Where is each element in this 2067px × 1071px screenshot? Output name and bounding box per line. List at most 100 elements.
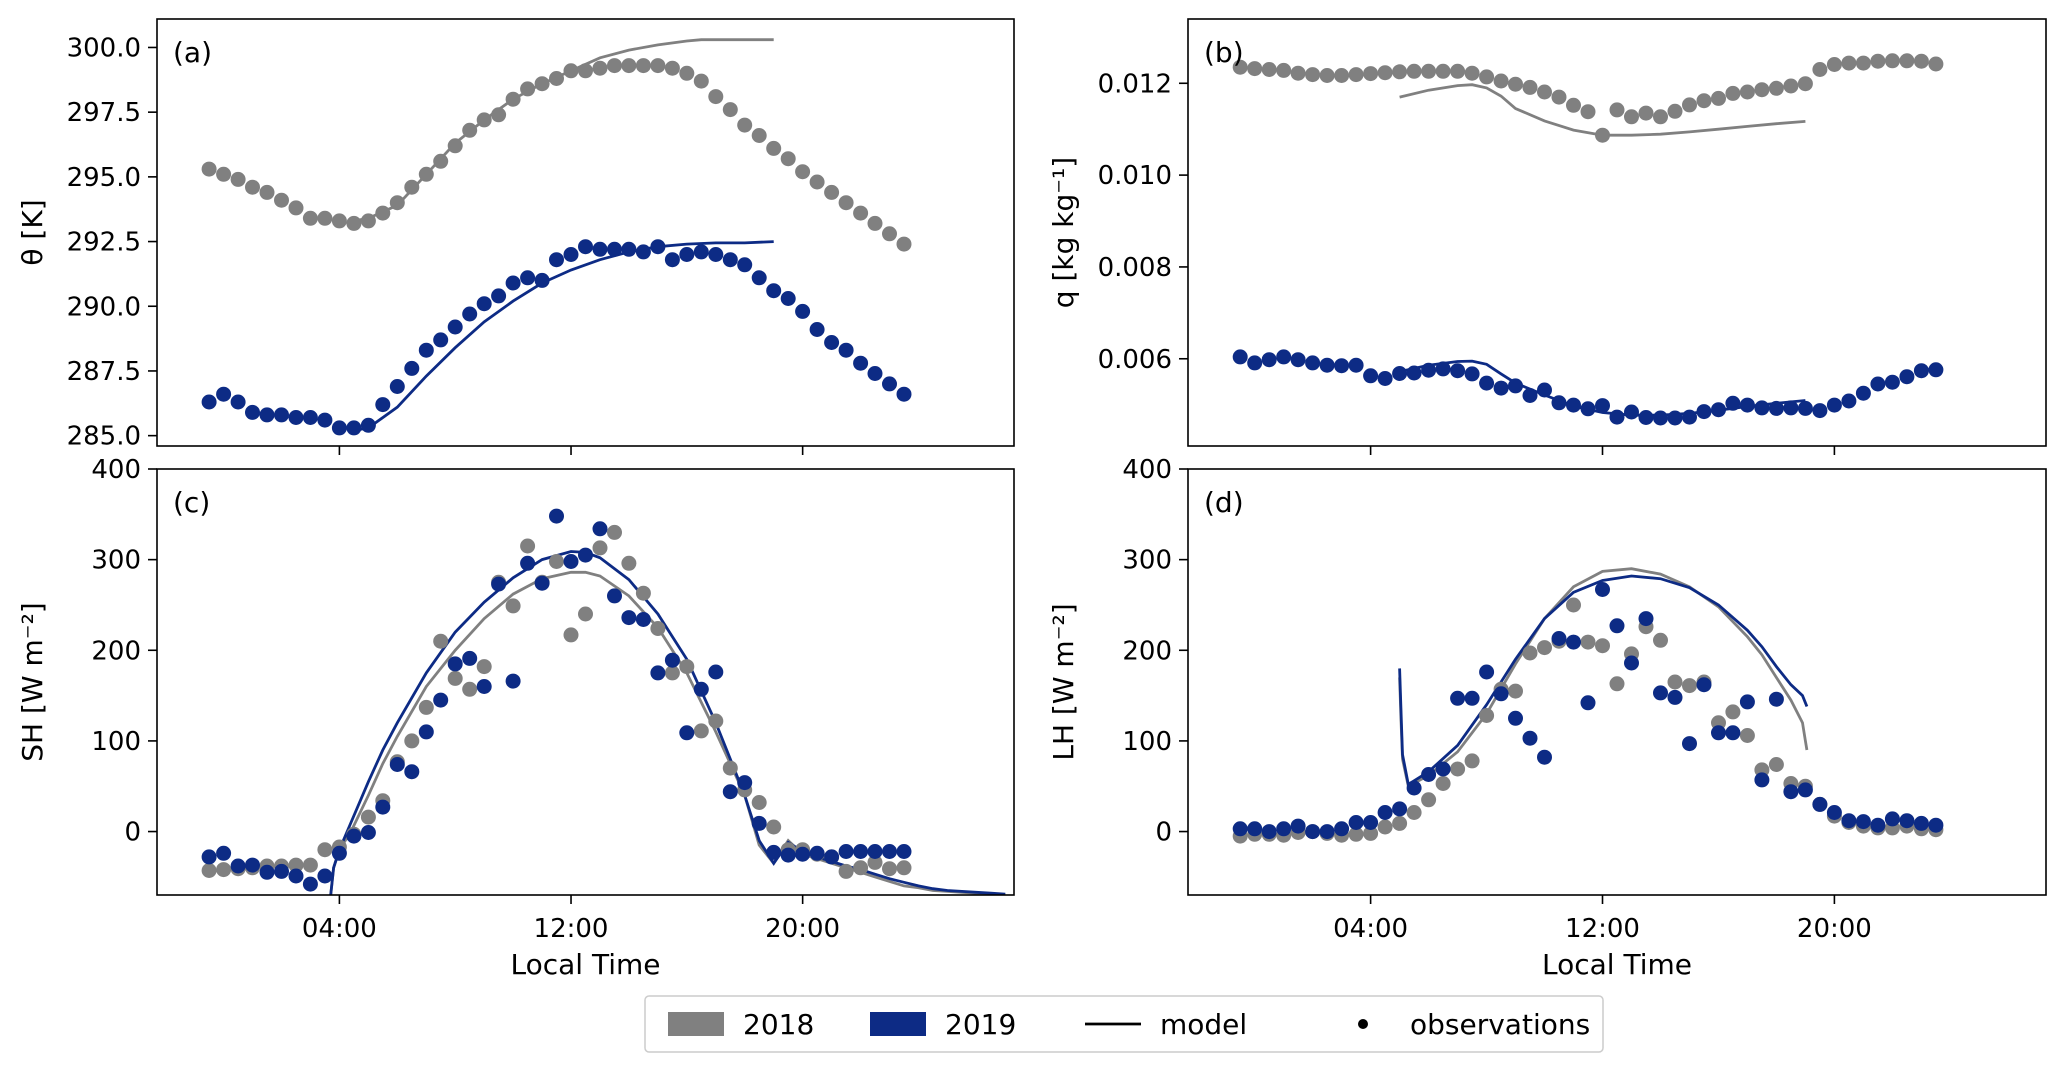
observation-point-2018 [1739,728,1755,743]
observation-point-2019 [766,844,782,860]
observation-point-2019 [679,725,695,741]
observation-point-2019 [433,332,449,348]
observation-point-2018 [578,606,593,622]
observation-point-2018 [882,861,897,877]
observation-point-2019 [578,239,593,255]
observation-point-2018 [592,60,608,76]
observation-point-2019 [751,270,767,286]
observation-point-2019 [795,303,811,319]
observation-point-2019 [809,845,825,861]
observation-point-2018 [476,659,492,675]
observation-point-2019 [838,342,854,358]
observation-point-2018 [245,179,260,195]
observation-point-2019 [1348,357,1364,373]
observation-point-2019 [505,673,521,689]
observation-point-2018 [1392,64,1408,80]
observation-point-2018 [201,863,217,878]
observation-point-2019 [1667,410,1683,426]
observation-point-2018 [664,665,680,681]
observation-point-2018 [838,863,854,879]
observation-point-2019 [1754,400,1770,416]
observation-point-2019 [1508,710,1523,726]
y-axis-label: LH [W m⁻²] [1047,603,1080,760]
observation-point-2019 [520,555,536,571]
observation-point-2018 [201,161,217,177]
observation-point-2018 [1595,127,1610,143]
observation-point-2018 [1566,597,1581,613]
observation-point-2019 [1870,376,1886,392]
observation-point-2018 [1247,61,1263,77]
observation-point-2019 [230,858,246,874]
observation-point-2019 [491,288,507,304]
observation-point-2018 [462,122,478,138]
observation-point-2019 [346,420,362,436]
axes-frame [156,18,1015,447]
observation-point-2018 [679,659,695,675]
observation-point-2018 [824,184,840,200]
observation-point-2018 [1609,676,1625,692]
observation-point-2019 [1754,772,1770,788]
observation-point-2019 [1580,401,1596,417]
observation-point-2018 [1450,63,1466,79]
observation-point-2018 [1739,84,1755,100]
y-tick-label: 100 [1122,727,1172,757]
observation-point-2019 [491,576,507,592]
observation-point-2019 [766,283,782,299]
observation-point-2019 [592,521,608,537]
observation-point-2019 [708,664,724,680]
observation-point-2018 [1566,97,1581,113]
observation-point-2018 [1928,56,1944,72]
observation-point-2019 [476,296,492,312]
observation-point-2019 [896,386,912,402]
observation-point-2018 [1479,708,1495,723]
observation-point-2019 [259,864,275,880]
observation-point-2018 [853,860,869,876]
observation-point-2019 [751,815,767,831]
observation-point-2019 [1624,655,1639,671]
legend-observation-marker [1358,1019,1368,1029]
model-line-2018 [1399,83,1806,137]
observation-point-2018 [549,71,564,86]
observation-point-2018 [1725,704,1741,720]
y-tick-label: 0.012 [1098,69,1172,99]
observation-point-2019 [1899,369,1915,385]
observation-point-2018 [664,60,680,76]
observation-point-2019 [1739,694,1755,710]
observation-point-2019 [693,681,709,697]
observation-point-2018 [418,166,434,182]
observation-point-2019 [1261,352,1277,368]
observation-point-2019 [1450,363,1466,379]
observation-point-2019 [1406,780,1422,796]
observation-point-2018 [534,76,550,92]
observation-point-2018 [1913,53,1929,69]
observation-point-2019 [230,394,246,410]
observation-point-2018 [722,760,738,776]
observation-point-2018 [693,73,709,89]
observation-point-2019 [1725,725,1741,741]
observation-point-2019 [1334,358,1350,374]
observation-point-2018 [766,819,782,835]
observation-point-2018 [1870,53,1886,69]
observation-point-2019 [331,420,347,436]
observation-point-2018 [1725,85,1741,101]
observation-point-2019 [1319,824,1335,840]
observation-point-2019 [693,244,709,260]
observation-point-2018 [1421,63,1437,79]
y-tick-label: 295.0 [67,163,141,193]
y-tick-label: 400 [91,455,141,485]
observation-point-2018 [679,65,695,81]
observation-point-2018 [607,58,622,74]
y-tick-label: 0.006 [1098,345,1172,375]
observation-point-2018 [302,210,318,226]
observation-point-2018 [447,670,463,686]
observation-point-2018 [635,585,651,601]
observation-point-2019 [621,241,637,257]
observation-point-2019 [201,849,217,865]
observation-point-2019 [809,322,825,337]
observation-point-2019 [853,355,869,371]
observation-point-2019 [607,241,622,257]
observation-point-2018 [1682,678,1697,694]
observation-point-2019 [534,575,550,591]
observation-point-2018 [317,842,333,858]
observation-point-2019 [824,849,840,865]
